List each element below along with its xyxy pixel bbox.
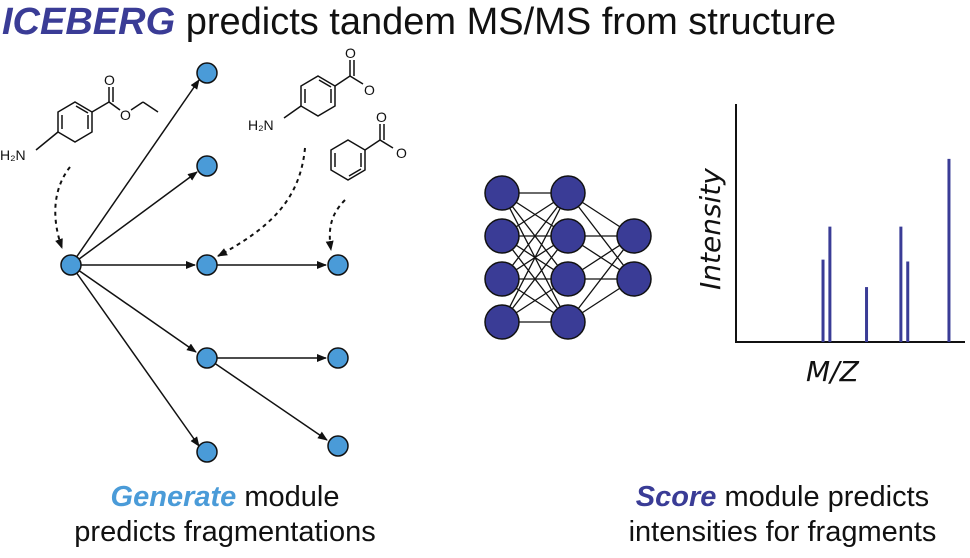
score-highlight: Score: [635, 481, 717, 513]
network-neurons: [484, 175, 652, 340]
root-node: [60, 254, 82, 276]
network-neuron: [550, 304, 586, 340]
precursor-dotted-arrow: [54, 166, 71, 249]
network-neuron: [550, 175, 586, 211]
fragmentation-nodes: [60, 62, 349, 463]
fragment2-hydroxyl-o: O: [396, 145, 407, 161]
fragmentation-edges: [70, 79, 328, 447]
fragment-node: [196, 62, 218, 84]
generate-highlight: Generate: [110, 481, 237, 513]
fragment-node: [196, 155, 218, 177]
fragment1-carbonyl-o: O: [345, 45, 356, 61]
fragment1-amine-label: H₂N: [248, 117, 274, 133]
edge-root-to-upper: [70, 171, 198, 266]
fragment-node: [196, 347, 218, 369]
precursor-amine-label: H₂N: [0, 147, 26, 163]
fragment2-carbonyl-o: O: [376, 109, 387, 125]
network-connection: [501, 235, 569, 323]
spectrum-xlabel: M/Z: [806, 355, 860, 388]
spectrum-peaks: [821, 158, 951, 342]
network-neuron: [484, 261, 520, 297]
network-connection: [501, 192, 569, 323]
network-neuron: [484, 175, 520, 211]
neural-network: [484, 175, 652, 340]
network-neuron: [616, 218, 652, 254]
fragment-node: [327, 347, 349, 369]
precursor-ester-o: O: [120, 107, 131, 123]
network-connections: [501, 192, 635, 323]
title-brand: ICEBERG: [2, 1, 176, 43]
edge-root-to-top: [70, 79, 200, 266]
fragment1-hydroxyl-o: O: [364, 82, 375, 98]
fragment2-dotted-arrow: [325, 199, 346, 251]
network-neuron: [616, 261, 652, 297]
network-neuron: [484, 218, 520, 254]
score-caption-line1: Score module predicts: [595, 480, 970, 515]
edge-lower-to-bottom-right: [206, 357, 328, 441]
spectrum-ylabel: Intensity: [694, 168, 727, 290]
network-neuron: [484, 304, 520, 340]
edge-root-to-bottom: [70, 264, 200, 447]
fragment1-dotted-arrow: [217, 147, 306, 257]
score-caption-line2: intensities for fragments: [628, 516, 937, 548]
network-neuron: [550, 261, 586, 297]
fragment-node: [196, 254, 218, 276]
score-caption: Score module predicts intensities for fr…: [595, 480, 970, 550]
figure-title: ICEBERG predicts tandem MS/MS from struc…: [0, 0, 970, 50]
fragment1-molecule: [283, 60, 364, 119]
title-text: predicts tandem MS/MS from structure: [175, 1, 837, 43]
network-connection: [501, 192, 569, 280]
precursor-carbonyl-o: O: [104, 72, 115, 88]
fragment2-molecule: [330, 124, 394, 181]
network-neuron: [550, 218, 586, 254]
network-connection: [567, 235, 635, 323]
generate-caption: Generate module predicts fragmentations: [0, 480, 450, 550]
edge-root-to-lower: [70, 264, 197, 353]
generate-caption-line2: predicts fragmentations: [74, 516, 376, 548]
generate-caption-line1: Generate module: [0, 480, 450, 515]
generate-line1-rest: module: [236, 481, 340, 513]
score-line1-rest: module predicts: [716, 481, 930, 513]
fragment-node: [327, 435, 349, 457]
fragment-node: [196, 441, 218, 463]
precursor-molecule: [35, 87, 159, 151]
fragment-node: [327, 254, 349, 276]
spectrum-plot: Intensity M/Z: [694, 104, 965, 388]
molecule-to-node-arrows: [54, 147, 346, 257]
